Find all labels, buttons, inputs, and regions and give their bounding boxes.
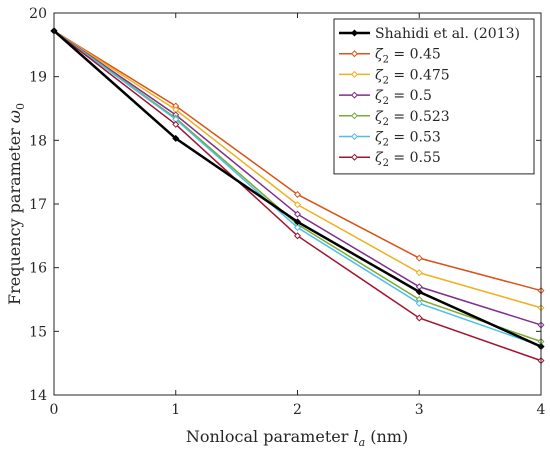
legend-label: ζ2 = 0.53 xyxy=(375,130,441,149)
data-point xyxy=(293,218,302,226)
legend-swatch-marker xyxy=(350,112,359,120)
data-point xyxy=(293,210,302,218)
y-tick-label: 19 xyxy=(29,70,47,86)
x-tick-label: 4 xyxy=(537,402,546,418)
legend-label: ζ2 = 0.523 xyxy=(375,109,450,128)
legend-swatch-marker xyxy=(350,91,359,99)
data-point xyxy=(415,269,423,277)
y-tick-label: 17 xyxy=(29,197,47,213)
legend-swatch-marker xyxy=(350,70,359,78)
series-6 xyxy=(50,27,545,365)
legend-box xyxy=(333,18,535,175)
data-point xyxy=(293,232,302,240)
y-tick-label: 20 xyxy=(29,6,47,22)
legend-item: ζ2 = 0.45 xyxy=(339,47,441,66)
axes-layer: 0 1 2 3 4 14 15 16 17 18 19 20 xyxy=(29,6,545,418)
legend-item: ζ2 = 0.523 xyxy=(339,109,450,128)
x-tick-label: 2 xyxy=(293,402,302,418)
x-tick-label: 3 xyxy=(415,402,424,418)
data-point xyxy=(415,288,423,296)
legend-label: ζ2 = 0.475 xyxy=(375,67,450,86)
legend-label: ζ2 = 0.45 xyxy=(375,47,441,66)
legend-swatch-marker xyxy=(350,50,359,58)
y-tick-label: 15 xyxy=(29,324,47,340)
legend-swatch-marker xyxy=(350,153,359,161)
x-tick-label: 1 xyxy=(171,402,180,418)
legend-label: ζ2 = 0.5 xyxy=(375,88,432,107)
data-point xyxy=(293,201,302,209)
data-point xyxy=(172,120,180,128)
y-axis-label: Frequency parameter ω0 xyxy=(5,103,27,305)
data-point xyxy=(172,134,180,142)
y-tick-label: 18 xyxy=(29,133,47,149)
legend-label: Shahidi et al. (2013) xyxy=(375,26,520,42)
legend-swatch-marker xyxy=(350,132,359,141)
legend-item: ζ2 = 0.475 xyxy=(339,67,450,86)
legend-swatch-marker xyxy=(350,29,359,37)
legend-item: ζ2 = 0.53 xyxy=(339,130,441,149)
y-tick-label: 14 xyxy=(29,388,47,404)
legend-item: ζ2 = 0.5 xyxy=(339,88,432,107)
data-point xyxy=(415,299,423,307)
data-point xyxy=(415,314,423,322)
x-tick-label: 0 xyxy=(50,402,59,418)
data-point xyxy=(293,224,302,232)
data-point xyxy=(293,190,302,198)
legend-label: ζ2 = 0.55 xyxy=(375,150,441,169)
legend-item: ζ2 = 0.55 xyxy=(339,150,441,169)
data-point xyxy=(415,254,423,262)
series-layer xyxy=(50,27,545,365)
x-axis-label: Nonlocal parameter la (nm) xyxy=(186,427,408,449)
y-tick-label: 16 xyxy=(29,261,47,277)
legend-item: Shahidi et al. (2013) xyxy=(339,26,520,42)
